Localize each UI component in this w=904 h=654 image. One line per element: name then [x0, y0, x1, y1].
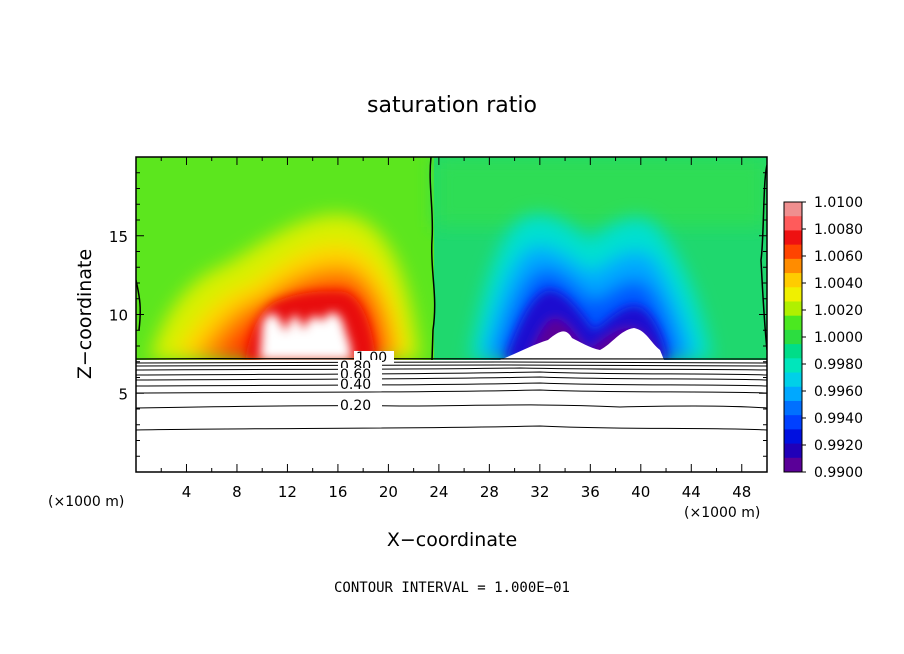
x-tick-label: 8	[232, 483, 242, 501]
contour-line-6	[136, 382, 767, 387]
colorbar-swatch	[784, 429, 802, 445]
x-tick-label: 20	[379, 483, 398, 501]
y-tick-label: 15	[109, 228, 128, 246]
contour-line-2	[136, 364, 767, 367]
colorbar-swatch	[784, 344, 802, 359]
x-axis: 4 8 12 16 20 24 28 32 36 40 44 48	[160, 157, 751, 501]
x-tick-label: 4	[182, 483, 192, 501]
zero-contour-line-1	[429, 157, 436, 361]
x-tick-label: 12	[278, 483, 297, 501]
colorbar-swatch	[784, 230, 802, 246]
chart-title: saturation ratio	[367, 93, 537, 118]
x-tick-label: 40	[631, 483, 650, 501]
colorbar-label: 0.9960	[814, 384, 863, 400]
colorbar-swatch	[784, 415, 802, 430]
colorbar-swatch	[784, 400, 802, 416]
y-axis: 5 10 15	[109, 172, 767, 457]
contour-line-5	[136, 376, 767, 381]
colorbar-label: 1.0080	[814, 222, 863, 238]
x-tick-label: 16	[328, 483, 347, 501]
contour-line-3	[136, 367, 767, 371]
y-tick-label: 5	[118, 385, 128, 403]
x-tick-label: 48	[732, 483, 751, 501]
colorbar-swatch	[784, 358, 802, 374]
colorbar-swatch	[784, 216, 802, 231]
contour-label-5: 0.20	[340, 398, 371, 414]
x-tick-label: 36	[581, 483, 600, 501]
field-shading: 1.00 0.80 0.60 0.40 0.20	[136, 157, 767, 472]
colorbar-label: 1.0040	[814, 276, 863, 292]
x-unit-left: (×1000 m)	[48, 494, 124, 510]
contour-line-1	[136, 361, 767, 364]
colorbar-swatch	[784, 443, 802, 459]
colorbar-label: 1.0020	[814, 303, 863, 319]
colorbar: 1.0100 1.0080 1.0060 1.0040 1.0020 1.0000 0.99…	[783, 195, 863, 481]
colorbar-swatch	[784, 202, 802, 217]
colorbar-label: 0.9980	[814, 357, 863, 373]
colorbar-label: 0.9900	[814, 465, 863, 481]
y-axis-title: Z−coordinate	[74, 249, 96, 379]
colorbar-swatch	[784, 386, 802, 402]
y-tick-label: 10	[109, 307, 128, 325]
colorbar-label: 1.0000	[814, 330, 863, 346]
x-unit-right: (×1000 m)	[684, 505, 760, 521]
contour-interval-note: CONTOUR INTERVAL = 1.000E−01	[334, 580, 570, 596]
colorbar-swatch	[784, 244, 802, 260]
colorbar-swatch	[784, 457, 802, 473]
colorbar-swatch	[784, 315, 802, 331]
colorbar-label: 1.0060	[814, 249, 863, 265]
x-tick-label: 24	[429, 483, 448, 501]
colorbar-label: 0.9920	[814, 438, 863, 454]
x-tick-label: 44	[682, 483, 701, 501]
x-tick-label: 32	[530, 483, 549, 501]
colorbar-swatch	[784, 372, 802, 388]
colorbar-label: 0.9940	[814, 411, 863, 427]
colorbar-label: 1.0100	[814, 195, 863, 211]
contour-line-8	[136, 404, 767, 409]
contour-label-4: 0.40	[340, 377, 371, 393]
colorbar-swatch	[784, 329, 802, 345]
x-axis-title: X−coordinate	[387, 529, 517, 551]
colorbar-swatch	[784, 273, 802, 288]
white-region-right	[500, 328, 664, 360]
white-region-left	[260, 312, 352, 360]
contour-line-9	[136, 425, 767, 431]
colorbar-swatch	[784, 301, 802, 317]
region-right-upper	[434, 157, 767, 227]
x-tick-label: 28	[480, 483, 499, 501]
colorbar-swatch	[784, 287, 802, 302]
contour-line-4	[136, 371, 767, 376]
colorbar-swatch	[784, 258, 802, 274]
contour-line-7	[136, 389, 767, 394]
